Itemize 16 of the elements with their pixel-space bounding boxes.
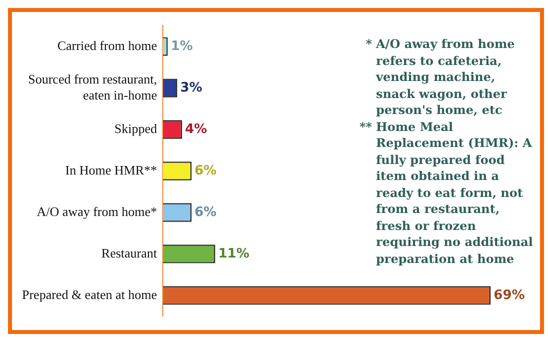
data-label: 3% [180, 80, 202, 96]
y-tick-label: Carried from home [57, 38, 158, 53]
data-label: 4% [184, 122, 208, 137]
data-label: 11% [218, 246, 250, 262]
y-tick-label: Skipped [114, 120, 158, 136]
y-tick-label: Prepared & eaten at home [22, 286, 158, 302]
y-tick-label: Sourced from restaurant, eaten in-home [28, 72, 158, 102]
text: ** Home Meal Replacement (HMR): A fully prepared food item obtained in a ready to eat form, not from a restaurant, fresh or frozen requiring no additional preparation at home [359, 120, 533, 266]
y-tick-label: Restaurant [101, 245, 158, 260]
data-label: 6% [194, 163, 217, 178]
y-tick-label: In Home HMR** [65, 162, 157, 178]
annotation: * A/O away from home refers to cafeteria, vending machine, snack wagon, other person's home, etc [364, 36, 516, 118]
data-label: 6% [194, 204, 217, 220]
data-label: 69% [494, 288, 525, 303]
y-tick-label: A/O away from home* [36, 204, 157, 219]
data-label: 1% [170, 38, 193, 54]
